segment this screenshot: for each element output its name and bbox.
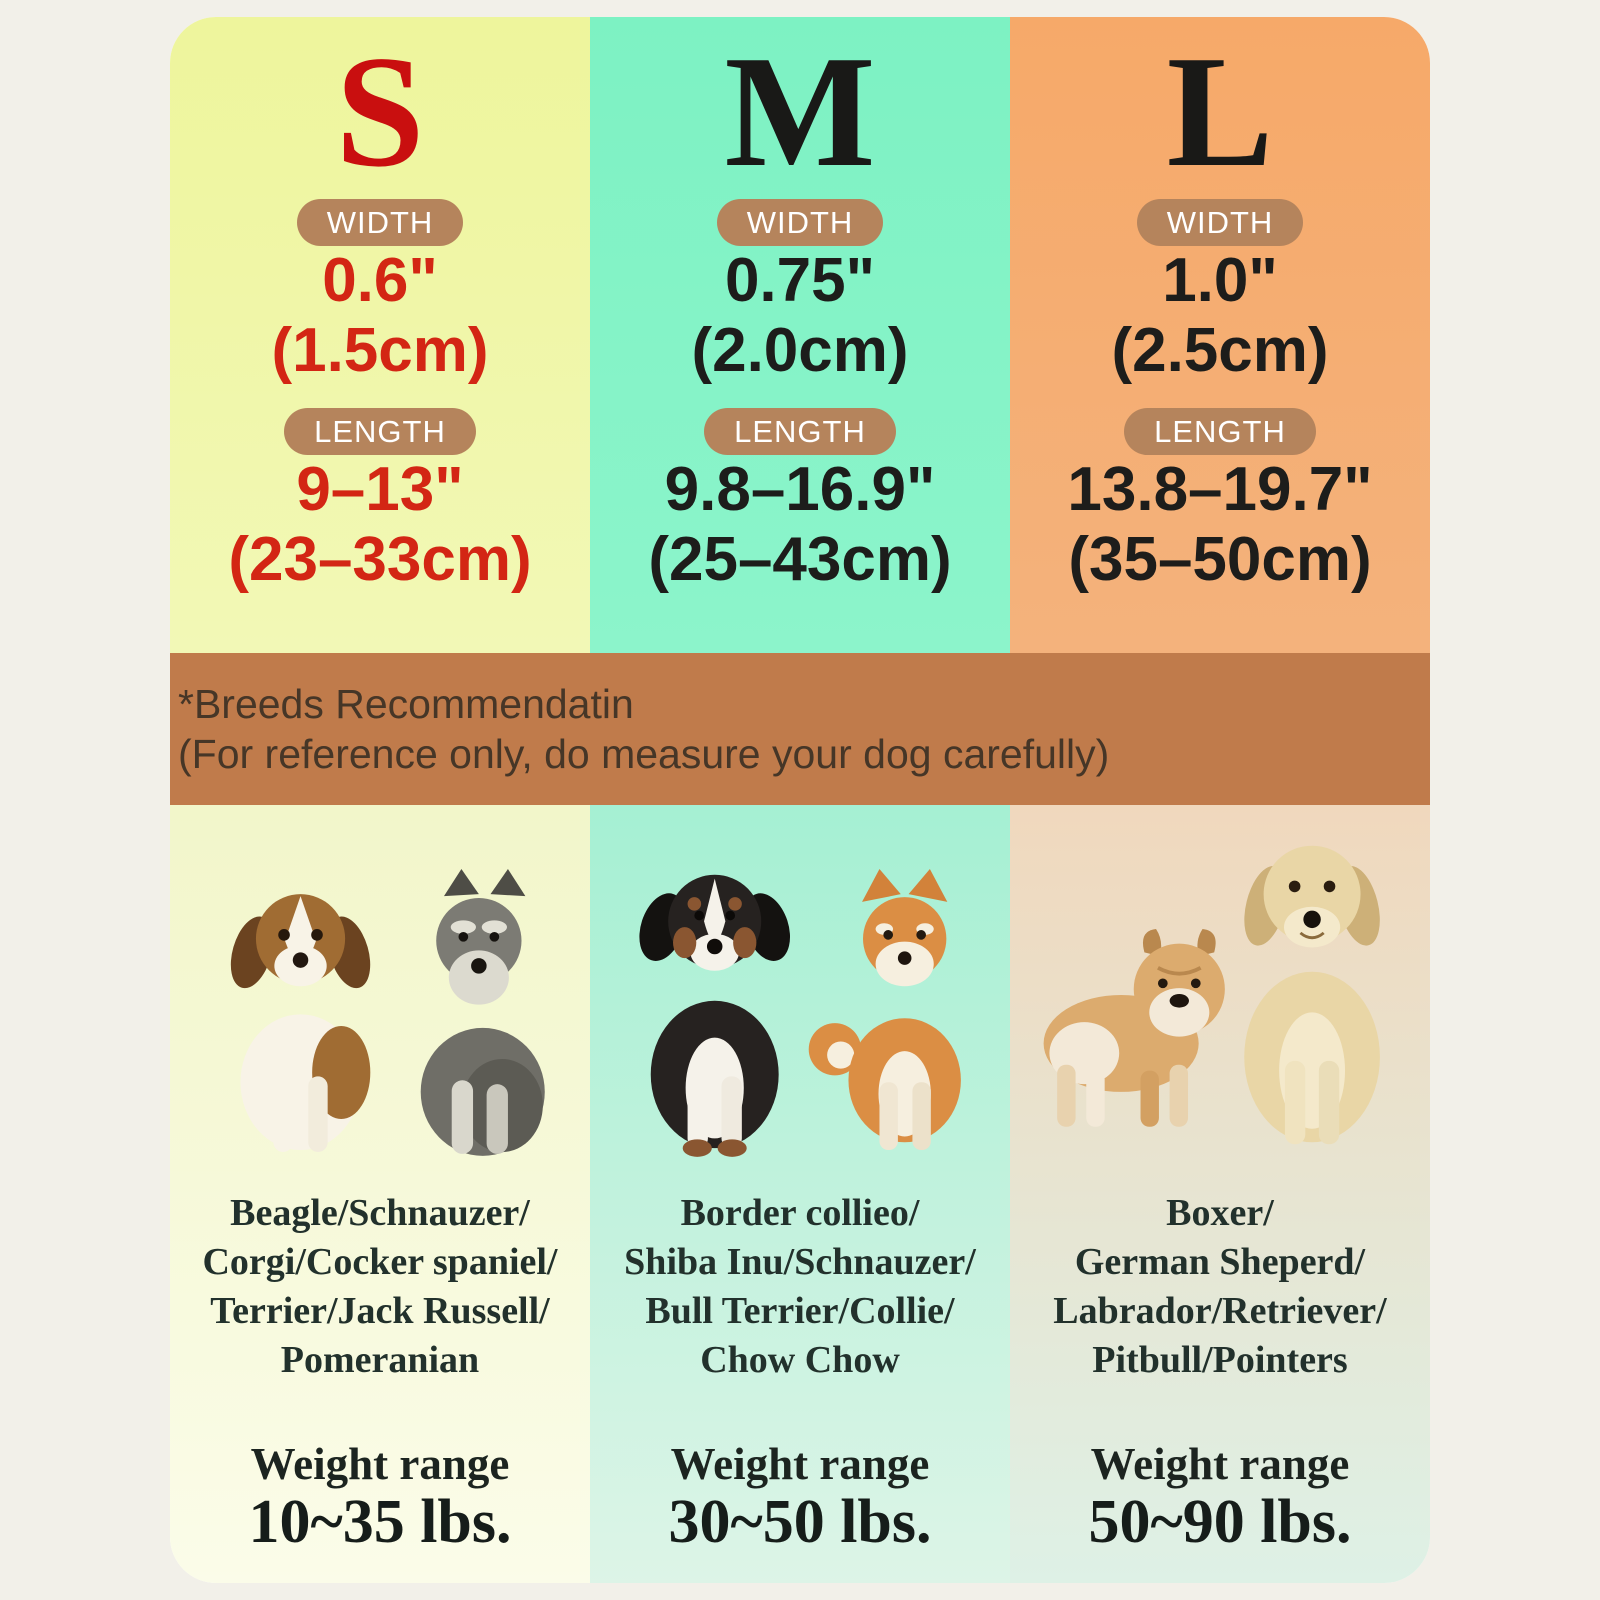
breed-line: Bull Terrier/Collie/ [645, 1290, 955, 1332]
schnauzer-image [420, 868, 545, 1156]
width-badge: WIDTH [296, 199, 464, 246]
bulldog-image [1043, 929, 1225, 1127]
length-badge: LENGTH [284, 408, 476, 455]
breed-line: Border collieo/ [680, 1192, 920, 1234]
beagle-image [230, 894, 371, 1152]
size-l-header-panel: L WIDTH 1.0" (2.5cm) LENGTH 13.8–19.7" (… [1010, 17, 1430, 653]
breed-line: Pomeranian [280, 1339, 480, 1381]
length-cm-value: (35–50cm) [1068, 525, 1372, 594]
breed-line: Chow Chow [700, 1339, 900, 1381]
breed-line: German Sheperd/ [1074, 1241, 1366, 1283]
width-inches-value: 0.75" [724, 246, 876, 315]
breed-line: Boxer/ [1166, 1192, 1274, 1234]
size-l-recommendation-panel: Boxer/ German Sheperd/ Labrador/Retrieve… [1010, 805, 1430, 1583]
weight-range-label: Weight range [1090, 1439, 1350, 1489]
width-inches-value: 0.6" [322, 246, 438, 315]
length-inches-value: 9.8–16.9" [664, 455, 936, 524]
length-cm-value: (23–33cm) [228, 525, 532, 594]
weight-range-value: 50~90 lbs. [1088, 1488, 1352, 1556]
length-cm-value: (25–43cm) [648, 525, 952, 594]
bernese-mountain-dog-image [639, 874, 791, 1157]
weight-range-label: Weight range [670, 1439, 930, 1489]
width-cm-value: (2.5cm) [1111, 316, 1329, 385]
length-badge: LENGTH [704, 408, 896, 455]
breeds-recommendation-banner: *Breeds Recommendatin (For reference onl… [170, 653, 1430, 805]
bulldog-and-retriever-photo [1043, 845, 1380, 1145]
banner-title: *Breeds Recommendatin [178, 681, 634, 727]
shiba-inu-image [808, 868, 961, 1151]
width-badge: WIDTH [1136, 199, 1304, 246]
breed-line: Corgi/Cocker spaniel/ [202, 1241, 558, 1283]
measurements-row: S WIDTH 0.6" (1.5cm) LENGTH 9–13" (23–33… [170, 17, 1430, 653]
size-m-recommendation-panel: Border collieo/ Shiba Inu/Schnauzer/ Bul… [590, 805, 1010, 1583]
length-inches-value: 13.8–19.7" [1067, 455, 1373, 524]
size-letter-s: S [335, 22, 425, 200]
size-s-recommendation-panel: Beagle/Schnauzer/ Corgi/Cocker spaniel/ … [170, 805, 590, 1583]
recommendations-row: Beagle/Schnauzer/ Corgi/Cocker spaniel/ … [170, 805, 1430, 1583]
breed-line: Pitbull/Pointers [1092, 1339, 1348, 1381]
breed-line: Beagle/Schnauzer/ [230, 1192, 530, 1234]
size-s-header-panel: S WIDTH 0.6" (1.5cm) LENGTH 9–13" (23–33… [170, 17, 590, 653]
weight-range-label: Weight range [250, 1439, 510, 1489]
size-chart-card: S WIDTH 0.6" (1.5cm) LENGTH 9–13" (23–33… [170, 17, 1430, 1583]
breed-line: Terrier/Jack Russell/ [210, 1290, 550, 1332]
weight-range-value: 10~35 lbs. [248, 1488, 512, 1556]
breed-list: Border collieo/ Shiba Inu/Schnauzer/ Bul… [624, 1189, 976, 1385]
weight-range-value: 30~50 lbs. [668, 1488, 932, 1556]
size-letter-l: L [1166, 22, 1274, 200]
size-m-header-panel: M WIDTH 0.75" (2.0cm) LENGTH 9.8–16.9" (… [590, 17, 1010, 653]
length-badge: LENGTH [1124, 408, 1316, 455]
golden-retriever-image [1244, 845, 1380, 1145]
width-cm-value: (2.0cm) [691, 316, 909, 385]
size-letter-m: M [724, 22, 876, 200]
breed-line: Shiba Inu/Schnauzer/ [624, 1241, 976, 1283]
breed-list: Beagle/Schnauzer/ Corgi/Cocker spaniel/ … [202, 1189, 557, 1385]
breed-list: Boxer/ German Sheperd/ Labrador/Retrieve… [1053, 1189, 1386, 1385]
bernese-and-shiba-photo [639, 868, 961, 1157]
width-inches-value: 1.0" [1162, 246, 1278, 315]
width-badge: WIDTH [716, 199, 884, 246]
beagle-and-schnauzer-photo [230, 868, 545, 1156]
length-inches-value: 9–13" [296, 455, 464, 524]
banner-subtitle: (For reference only, do measure your dog… [178, 731, 1110, 777]
breed-line: Labrador/Retriever/ [1053, 1290, 1387, 1332]
width-cm-value: (1.5cm) [271, 316, 489, 385]
